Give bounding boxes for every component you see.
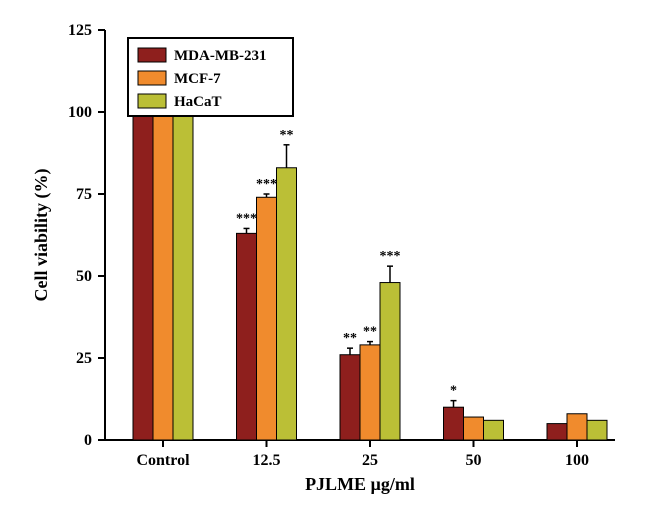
bar	[237, 233, 257, 440]
legend-swatch	[138, 94, 166, 108]
svg-text:25: 25	[76, 350, 92, 367]
svg-text:**: **	[343, 331, 357, 346]
svg-text:PJLME µg/ml: PJLME µg/ml	[305, 474, 415, 494]
bar	[133, 112, 153, 440]
bar	[547, 424, 567, 440]
svg-text:***: ***	[256, 177, 277, 192]
svg-text:**: **	[363, 325, 377, 340]
svg-text:100: 100	[68, 104, 92, 121]
svg-text:***: ***	[380, 249, 401, 264]
cell-viability-chart: 0 25 50 75 100 125 Cell viability (%) Control 12…	[10, 10, 640, 519]
legend-label: HaCaT	[174, 94, 222, 110]
svg-text:12.5: 12.5	[253, 452, 281, 469]
bar	[153, 112, 173, 440]
bar	[173, 112, 193, 440]
svg-text:Control: Control	[136, 452, 190, 469]
bar	[444, 407, 464, 440]
svg-text:**: **	[280, 128, 294, 143]
svg-text:0: 0	[84, 432, 92, 449]
bar	[360, 345, 380, 440]
bar	[340, 355, 360, 440]
bar	[257, 197, 277, 440]
svg-text:75: 75	[76, 186, 92, 203]
bar	[464, 417, 484, 440]
svg-text:50: 50	[76, 268, 92, 285]
svg-text:25: 25	[362, 452, 378, 469]
svg-text:100: 100	[565, 452, 589, 469]
svg-text:***: ***	[236, 211, 257, 226]
svg-text:50: 50	[466, 452, 482, 469]
svg-text:*: *	[450, 384, 457, 399]
bar	[484, 420, 504, 440]
bar	[277, 168, 297, 440]
svg-text:125: 125	[68, 22, 92, 39]
legend-swatch	[138, 71, 166, 85]
bar	[567, 414, 587, 440]
legend-label: MCF-7	[174, 71, 221, 87]
legend-swatch	[138, 48, 166, 62]
bar	[380, 283, 400, 440]
bar	[587, 420, 607, 440]
legend-label: MDA-MB-231	[174, 48, 266, 64]
svg-text:Cell viability (%): Cell viability (%)	[31, 169, 52, 302]
